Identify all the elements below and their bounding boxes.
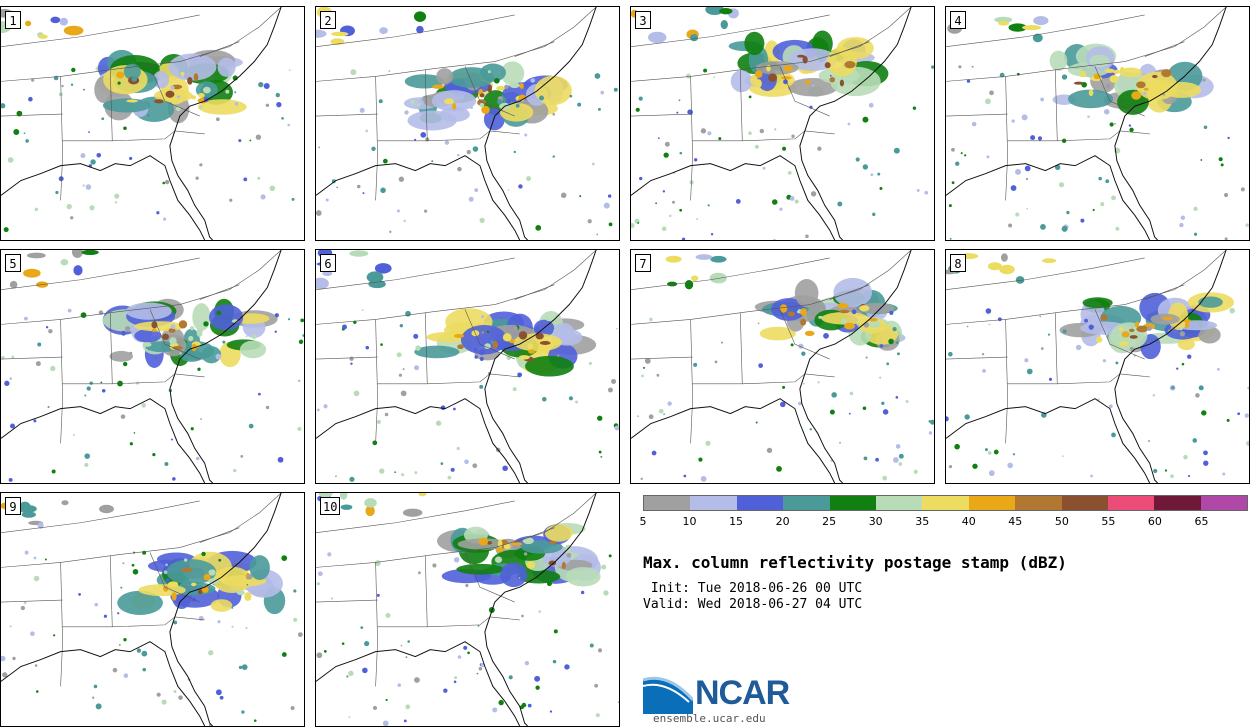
member-number-label: 6	[320, 254, 336, 272]
member-number-label: 5	[5, 254, 21, 272]
ensemble-url: ensemble.ucar.edu	[653, 712, 766, 725]
ncar-logo-text: NCAR	[695, 674, 790, 712]
colorbar-segment	[829, 496, 876, 510]
colorbar-tick-label: 35	[915, 515, 930, 528]
colorbar-segment	[690, 496, 737, 510]
colorbar-tick-label: 45	[1008, 515, 1023, 528]
colorbar-segment	[922, 496, 969, 510]
reflectivity-map	[946, 7, 1249, 240]
ensemble-member-panel: 7	[630, 249, 935, 484]
reflectivity-map	[1, 493, 303, 726]
member-number-label: 1	[5, 11, 21, 29]
reflectivity-map	[316, 7, 618, 240]
ensemble-member-panel: 6	[315, 249, 620, 484]
colorbar-tick-label: 40	[961, 515, 976, 528]
ensemble-member-panel: 9	[0, 492, 305, 727]
reflectivity-map	[1, 250, 304, 483]
colorbar-tick-label: 50	[1054, 515, 1069, 528]
member-number-label: 8	[950, 254, 966, 272]
colorbar-tick-labels: 5 10 15 20 25 30 35 40 45 50 55 60 65	[639, 515, 1248, 529]
colorbar-tick-label: 10	[682, 515, 697, 528]
member-number-label: 9	[5, 497, 21, 515]
member-number-label: 7	[635, 254, 651, 272]
ncar-logo: NCAR	[643, 672, 793, 714]
member-number-label: 3	[635, 11, 651, 29]
ncar-logo-icon	[643, 676, 693, 714]
colorbar-tick-label: 5	[639, 515, 647, 528]
colorbar-segment	[783, 496, 830, 510]
ensemble-member-panel: 5	[0, 249, 305, 484]
reflectivity-map	[631, 7, 934, 240]
reflectivity-map	[631, 250, 934, 483]
colorbar-segment	[968, 496, 1016, 510]
colorbar-tick-label: 60	[1147, 515, 1162, 528]
colorbar-segment	[736, 496, 784, 510]
colorbar-segment	[875, 496, 923, 510]
colorbar-tick-label: 20	[775, 515, 790, 528]
colorbar-tick-label: 25	[822, 515, 837, 528]
ensemble-member-panel: 10	[315, 492, 620, 727]
colorbar-segment	[644, 496, 691, 510]
colorbar-segment	[1061, 496, 1108, 510]
reflectivity-map	[1, 7, 295, 240]
colorbar-tick-label: 55	[1101, 515, 1116, 528]
colorbar-segment	[1107, 496, 1155, 510]
ensemble-member-panel: 1	[0, 6, 305, 241]
figure-title: Max. column reflectivity postage stamp (…	[643, 553, 1067, 572]
ensemble-member-panel: 2	[315, 6, 620, 241]
colorbar-tick-label: 65	[1194, 515, 1209, 528]
colorbar-tick-label: 30	[868, 515, 883, 528]
reflectivity-map	[316, 493, 619, 726]
colorbar-segment	[1154, 496, 1201, 510]
member-number-label: 10	[320, 497, 341, 515]
colorbar-segment	[1200, 496, 1248, 510]
ensemble-member-panel: 4	[945, 6, 1250, 241]
init-time: Init: Tue 2018-06-26 00 UTC	[643, 581, 863, 596]
member-number-label: 2	[320, 11, 336, 29]
ensemble-member-panel: 8	[945, 249, 1250, 484]
valid-time: Valid: Wed 2018-06-27 04 UTC	[643, 597, 863, 612]
reflectivity-map	[946, 250, 1249, 483]
reflectivity-map	[316, 250, 619, 483]
reflectivity-colorbar	[643, 495, 1248, 511]
member-number-label: 4	[950, 11, 966, 29]
colorbar-tick-label: 15	[729, 515, 744, 528]
ensemble-member-panel: 3	[630, 6, 935, 241]
colorbar-segment	[1015, 496, 1062, 510]
